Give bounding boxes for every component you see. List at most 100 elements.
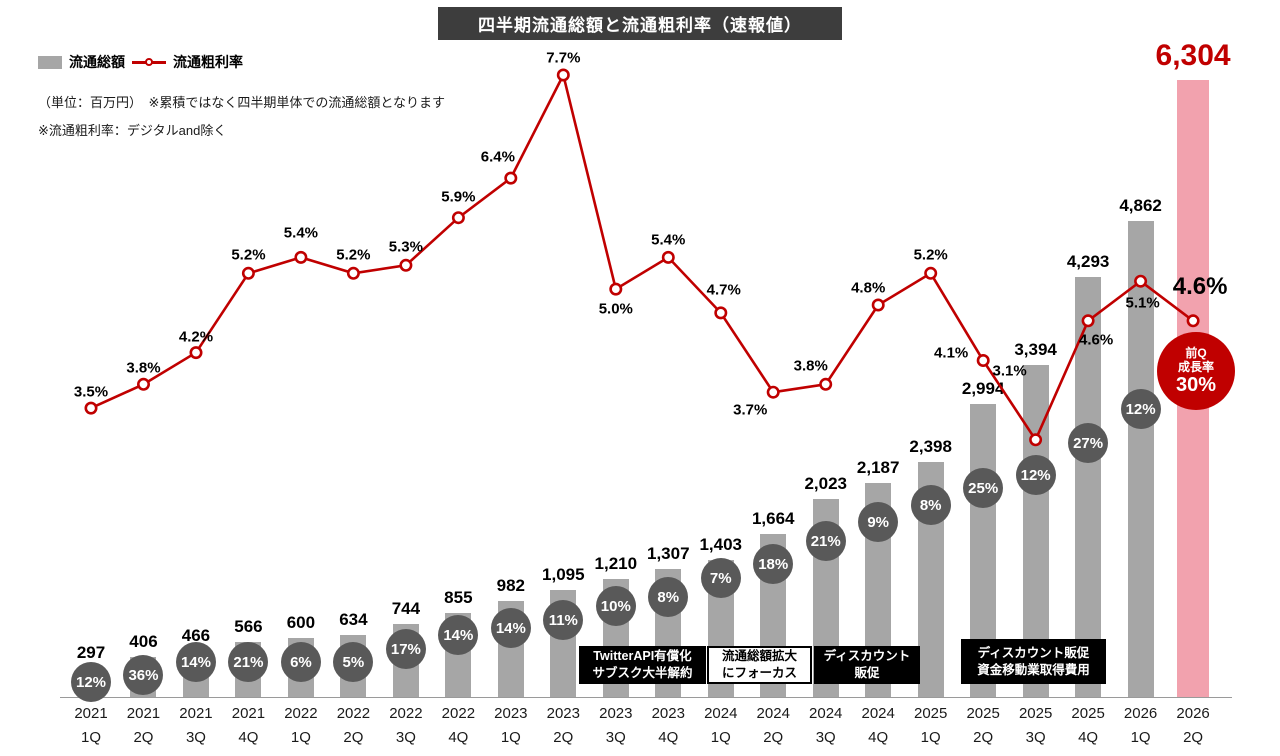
growth-circle: 5% bbox=[333, 642, 374, 682]
growth-circle: 21% bbox=[805, 521, 846, 561]
x-axis-tick-text: 2Q bbox=[343, 729, 364, 746]
annotation-text: サブスク大半解約 bbox=[592, 666, 693, 680]
line-point-label: 7.7% bbox=[546, 49, 581, 67]
x-axis-tick-text: 2026 bbox=[1176, 705, 1210, 722]
line-point-label: 4.1% bbox=[934, 344, 969, 362]
annotation-gmv-focus: 流通総額拡大 にフォーカス bbox=[707, 646, 812, 684]
growth-circle: 8% bbox=[910, 485, 951, 525]
x-axis-tick-text: 2Q bbox=[763, 729, 784, 746]
annotation-text: 資金移動業取得費用 bbox=[977, 662, 1090, 677]
x-axis-tick-text: 4Q bbox=[1078, 729, 1099, 746]
x-axis-line bbox=[60, 697, 1232, 698]
x-axis-label: 2024 4Q bbox=[852, 702, 904, 750]
x-axis-label: 2022 1Q bbox=[275, 702, 327, 750]
bar-value-label: 634 bbox=[339, 609, 368, 629]
bar-legend-label: 流通総額 bbox=[69, 54, 125, 70]
growth-circle: 17% bbox=[385, 629, 426, 669]
line-point-label: 5.0% bbox=[598, 300, 633, 318]
growth-circle: 14% bbox=[438, 615, 479, 655]
growth-circle: 14% bbox=[175, 642, 216, 682]
line-point-label: 5.9% bbox=[441, 188, 476, 206]
growth-circle: 14% bbox=[490, 608, 531, 648]
bar-2026-1Q bbox=[1127, 221, 1154, 697]
x-axis-tick-text: 3Q bbox=[185, 729, 206, 746]
x-axis-tick-text: 2021 bbox=[179, 705, 213, 722]
bar-value-label: 3,394 bbox=[1014, 339, 1057, 359]
bar-value-label: 1,403 bbox=[699, 534, 743, 554]
line-marker-icon bbox=[766, 385, 780, 399]
annotation-text: ディスカウント bbox=[823, 649, 911, 663]
annotation-text: にフォーカス bbox=[721, 666, 797, 680]
x-axis-label: 2023 2Q bbox=[537, 702, 589, 750]
growth-circle: 12% bbox=[1015, 455, 1056, 495]
x-axis-tick-text: 2023 bbox=[494, 705, 528, 722]
x-axis-label: 2023 1Q bbox=[485, 702, 537, 750]
line-point-label: 4.8% bbox=[851, 279, 886, 297]
line-marker-icon bbox=[504, 171, 518, 185]
line-marker-icon bbox=[871, 298, 885, 312]
growth-circle: 12% bbox=[1120, 389, 1161, 429]
legend: 流通総額 流通粗利率 bbox=[38, 52, 243, 72]
annotation-text: ディスカウント販促 bbox=[977, 645, 1090, 660]
bar-legend-swatch bbox=[38, 55, 62, 69]
annotation-text: TwitterAPI有償化 bbox=[593, 649, 692, 663]
x-axis-label: 2024 2Q bbox=[747, 702, 799, 750]
x-axis-label: 2022 4Q bbox=[432, 702, 484, 750]
x-axis-tick-text: 2022 bbox=[284, 705, 318, 722]
growth-circle: 18% bbox=[753, 544, 794, 584]
bar-value-label: 855 bbox=[444, 588, 473, 608]
line-point-label: 4.2% bbox=[178, 328, 214, 346]
x-axis-tick-text: 4Q bbox=[238, 729, 259, 746]
x-axis-tick-text: 2026 bbox=[1123, 705, 1158, 722]
x-axis-label: 2026 2Q bbox=[1167, 702, 1219, 750]
bar-value-label: 297 bbox=[76, 642, 106, 662]
line-point-label: 4.6% bbox=[1172, 272, 1228, 300]
note-unit: （単位：百万円） ※累積ではなく四半期単体での流通総額となります bbox=[38, 95, 446, 110]
x-axis-label: 2021 1Q bbox=[65, 702, 117, 750]
annotation-text: 販促 bbox=[854, 666, 880, 680]
x-axis-tick-text: 2021 bbox=[74, 705, 108, 722]
bar-value-label: 6,304 bbox=[1155, 39, 1231, 72]
line-marker-icon bbox=[451, 211, 465, 225]
line-point-label: 3.8% bbox=[126, 359, 161, 377]
line-point-label: 4.6% bbox=[1079, 331, 1114, 349]
line-marker-icon bbox=[976, 353, 990, 367]
line-marker-icon bbox=[399, 258, 413, 272]
bar-value-label: 2,187 bbox=[856, 457, 900, 477]
line-marker-icon bbox=[294, 250, 308, 264]
growth-circle: 27% bbox=[1068, 423, 1109, 463]
x-axis-tick-text: 3Q bbox=[395, 729, 416, 746]
line-point-label: 6.4% bbox=[480, 148, 515, 166]
bar-value-label: 600 bbox=[286, 613, 316, 633]
bar-value-label: 4,862 bbox=[1119, 196, 1162, 216]
line-point-label: 3.5% bbox=[73, 383, 109, 401]
line-marker-icon bbox=[609, 282, 623, 296]
x-axis-label: 2025 2Q bbox=[957, 702, 1009, 750]
bar-value-label: 2,023 bbox=[804, 474, 847, 493]
bar-value-label: 1,307 bbox=[646, 544, 690, 564]
line-point-label: 3.7% bbox=[733, 401, 768, 419]
line-point-label: 5.2% bbox=[913, 246, 948, 264]
x-axis-tick-text: 3Q bbox=[815, 729, 836, 746]
growth-circle: 25% bbox=[963, 468, 1004, 508]
annotation-text: 流通総額拡大 bbox=[721, 649, 797, 663]
line-point-label: 3.8% bbox=[793, 357, 828, 375]
note-margin-definition: ※流通粗利率：デジタルand除く bbox=[38, 123, 227, 138]
x-axis-tick-text: 1Q bbox=[920, 729, 941, 746]
bar-value-label: 982 bbox=[496, 575, 526, 595]
x-axis-label: 2024 3Q bbox=[800, 702, 852, 750]
x-axis-tick-text: 2021 bbox=[231, 705, 266, 722]
x-axis-tick-text: 2Q bbox=[973, 729, 994, 746]
bar-value-label: 4,293 bbox=[1066, 251, 1110, 271]
x-axis-label: 2025 4Q bbox=[1062, 702, 1114, 750]
x-axis-tick-text: 1Q bbox=[710, 729, 731, 746]
line-marker-icon bbox=[346, 266, 360, 280]
x-axis-tick-text: 2023 bbox=[599, 705, 633, 722]
growth-circle: 21% bbox=[228, 642, 269, 682]
annotation-discount-license: ディスカウント販促 資金移動業取得費用 bbox=[961, 639, 1106, 684]
line-point-label: 5.1% bbox=[1125, 294, 1160, 312]
x-axis-tick-text: 2025 bbox=[1071, 705, 1105, 722]
x-axis-label: 2021 3Q bbox=[170, 702, 222, 750]
bar-value-label: 466 bbox=[181, 626, 211, 646]
